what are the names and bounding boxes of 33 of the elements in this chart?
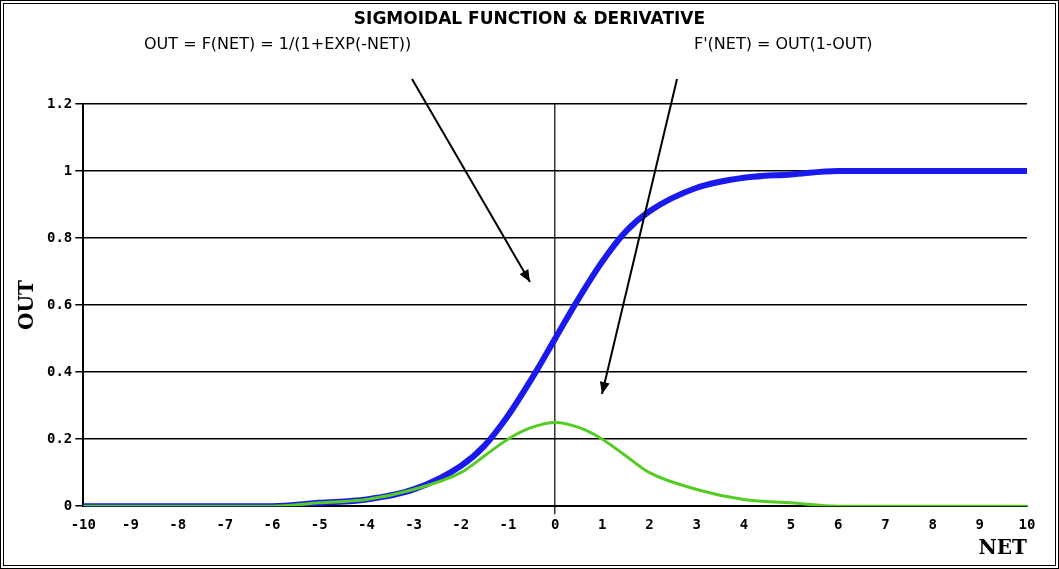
- y-axis-title: OUT: [14, 280, 39, 330]
- x-axis-title: NET: [978, 535, 1028, 560]
- x-tick-label: -4: [357, 516, 375, 533]
- y-tick-label: 0: [63, 496, 73, 513]
- x-tick-label: 2: [645, 516, 654, 533]
- x-tick-label: 10: [1018, 516, 1036, 533]
- x-tick-label: 4: [739, 516, 749, 533]
- y-tick-label: 1.2: [46, 94, 73, 111]
- x-tick-label: -7: [216, 516, 234, 533]
- y-tick-label: 0.8: [46, 228, 73, 245]
- x-tick-label: -2: [452, 516, 470, 533]
- x-tick-label: -6: [263, 516, 281, 533]
- x-tick-label: -9: [122, 516, 139, 533]
- text: OUT = F(NET) = 1/(1+EXP(-NET)): [144, 34, 412, 53]
- y-tick-label: 0.2: [46, 429, 73, 446]
- x-tick-label: 9: [975, 516, 985, 533]
- x-tick-label: -5: [310, 516, 328, 533]
- x-tick-label: 7: [881, 516, 890, 533]
- x-tick-label: 0: [550, 516, 560, 533]
- x-tick-label: 8: [928, 516, 937, 533]
- x-tick-label: -10: [70, 516, 96, 533]
- y-tick-label: 0.6: [46, 295, 73, 312]
- y-tick-label: 0.4: [46, 362, 73, 379]
- x-tick-label: -3: [405, 516, 423, 533]
- x-tick-label: 5: [786, 516, 796, 533]
- x-tick-label: -1: [499, 516, 517, 533]
- x-tick-label: -8: [169, 516, 187, 533]
- y-tick-label: 1: [63, 161, 73, 178]
- x-tick-label: 6: [834, 516, 843, 533]
- x-tick-label: 3: [692, 516, 701, 533]
- x-tick-label: 1: [598, 516, 607, 533]
- chart-title: SIGMOIDAL FUNCTION & DERIVATIVE: [352, 8, 707, 28]
- text: F'(NET) = OUT(1-OUT): [694, 34, 873, 53]
